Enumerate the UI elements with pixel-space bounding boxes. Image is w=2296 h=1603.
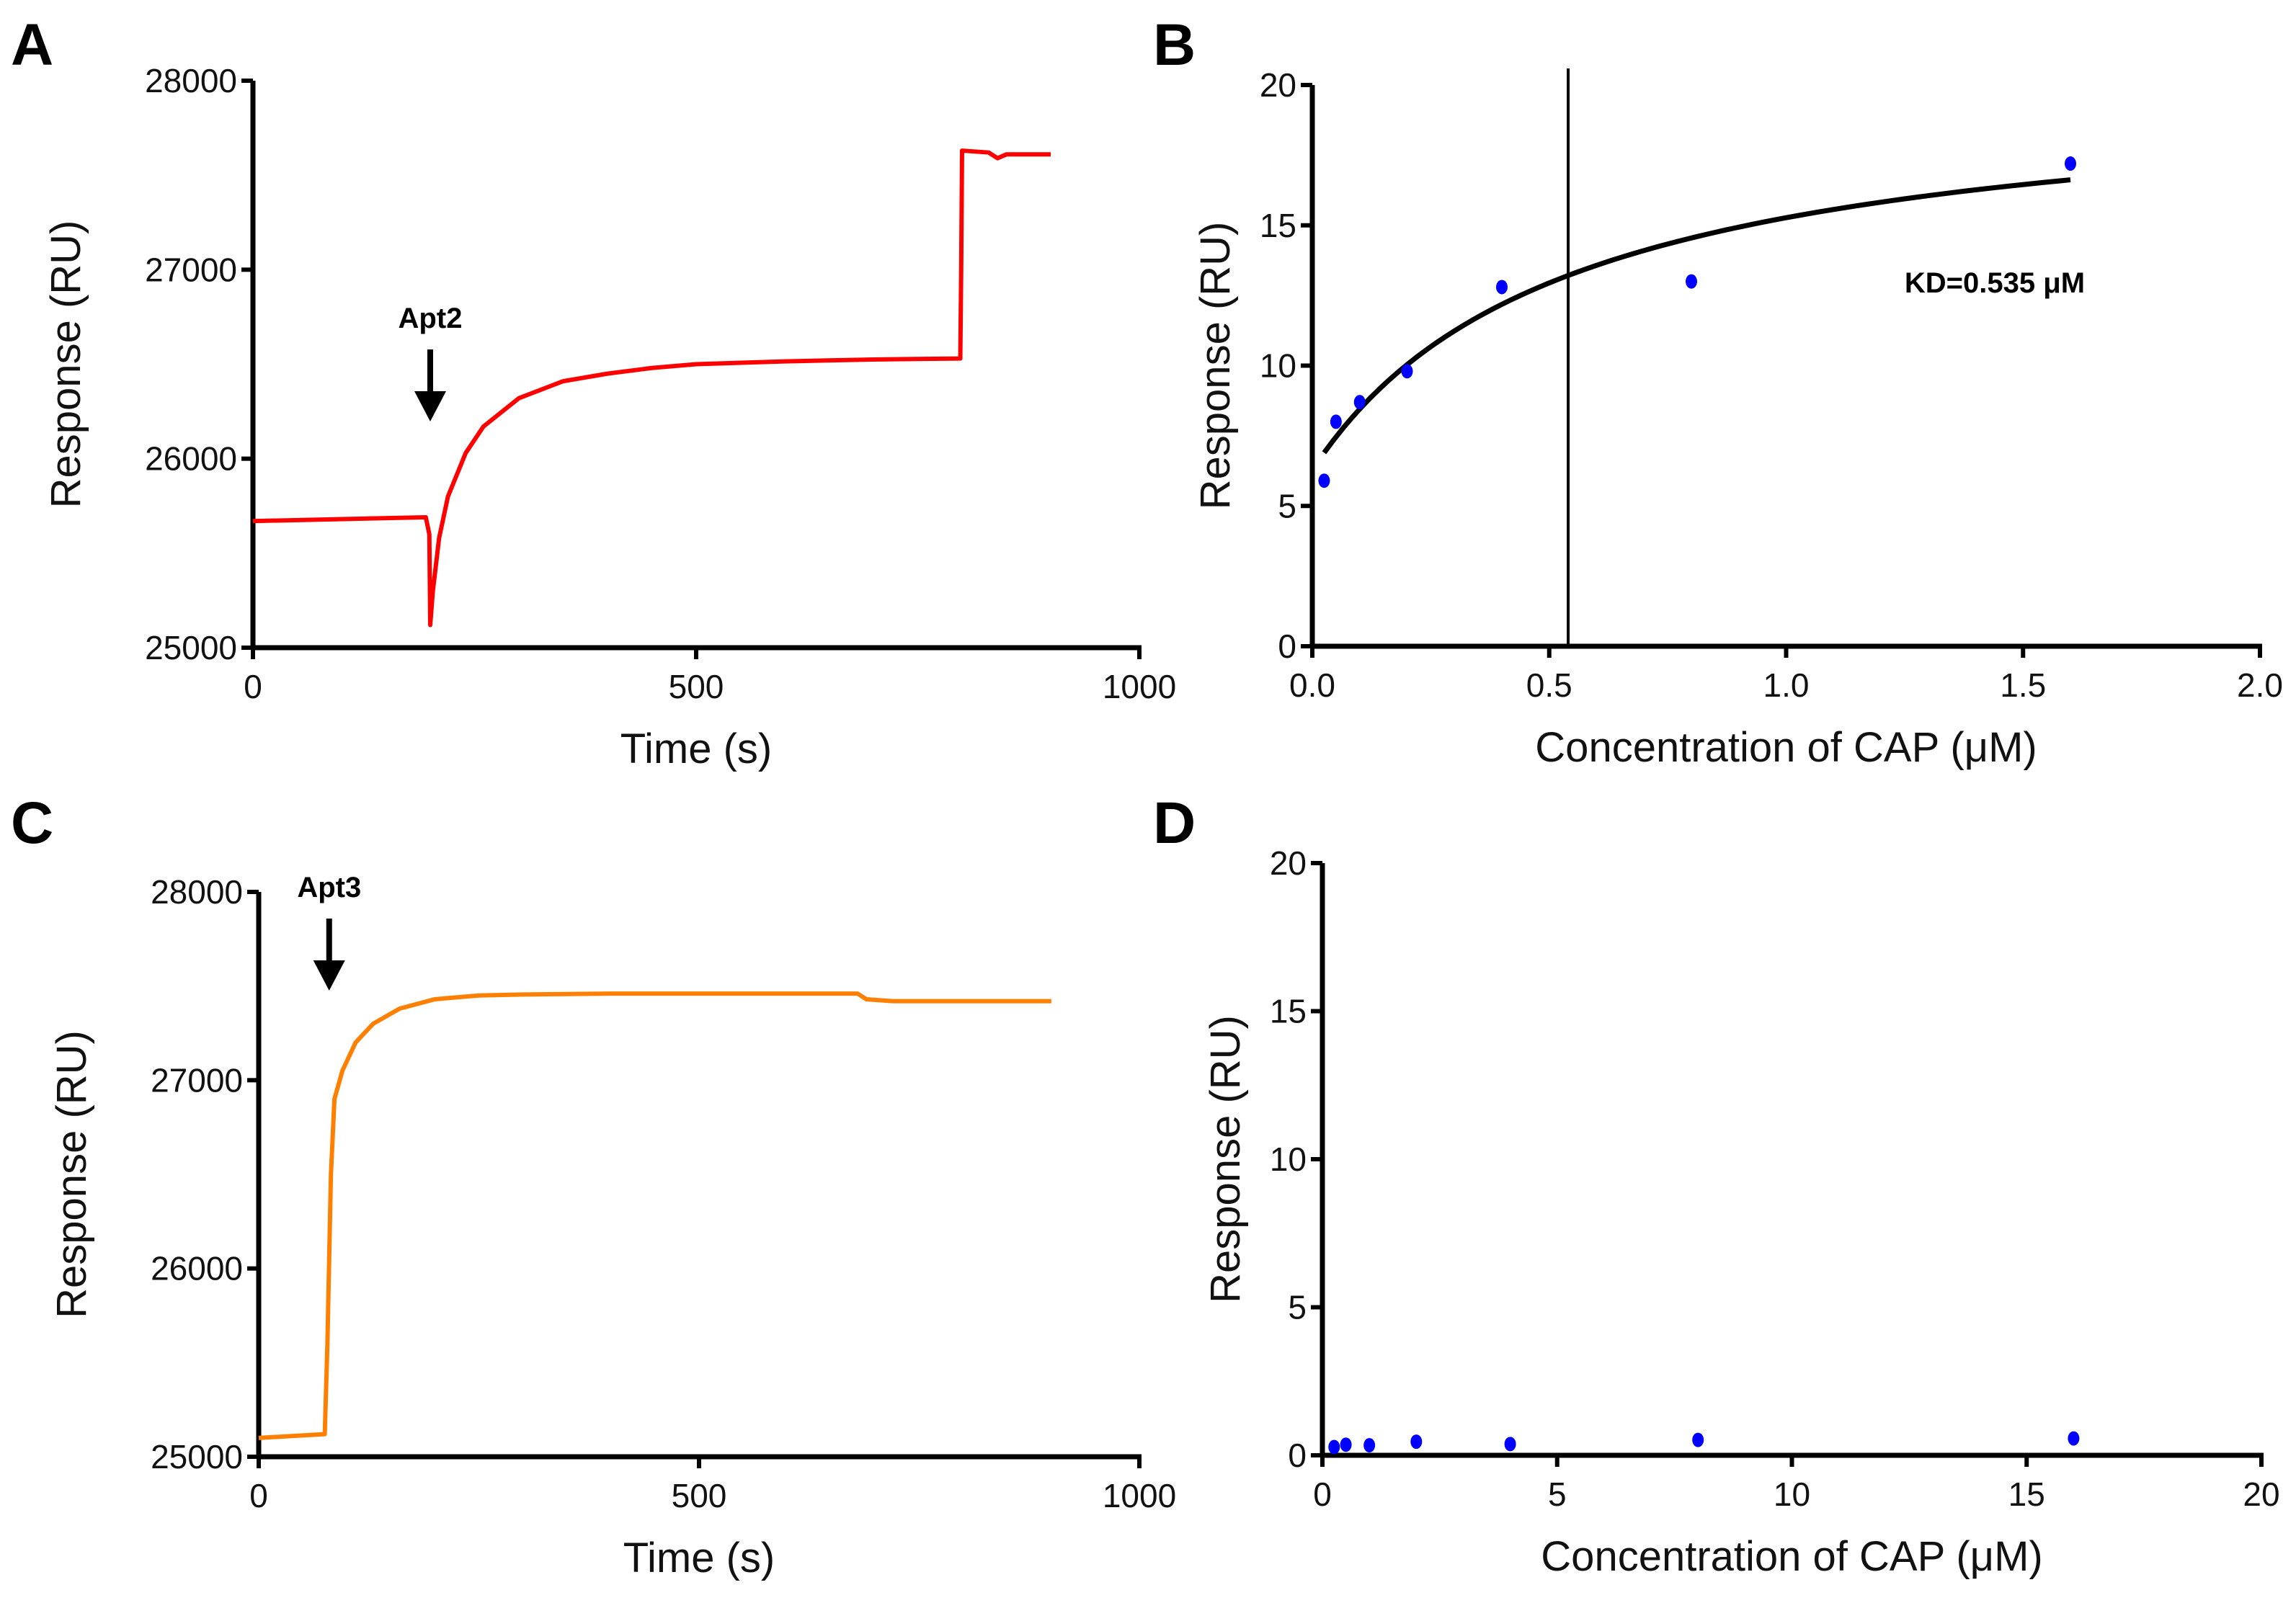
panel-b: B 0.0 0.5 1.0 1.5 2.0 0 5 10 15 20 Concentration of… bbox=[1153, 12, 2283, 771]
y-tick-label: 10 bbox=[1260, 347, 1296, 385]
fit-curve bbox=[1322, 177, 2071, 455]
y-tick-label: 25000 bbox=[145, 629, 237, 666]
data-point bbox=[1330, 414, 1342, 429]
x-tick-label: 1000 bbox=[1103, 668, 1176, 705]
x-tick-label: 10 bbox=[1774, 1475, 1810, 1513]
data-point bbox=[1686, 274, 1697, 289]
x-tick-label: 0 bbox=[1313, 1475, 1332, 1513]
y-tick-label: 0 bbox=[1288, 1437, 1307, 1474]
x-axis-title: Time (s) bbox=[623, 1535, 775, 1581]
x-tick-label: 15 bbox=[2008, 1475, 2045, 1513]
y-tick-label: 20 bbox=[1270, 844, 1307, 882]
panel-a: A 0 500 1000 25000 26000 27000 28000 Time (s) Res… bbox=[11, 12, 1176, 772]
y-axis-title: Response (RU) bbox=[1202, 1015, 1249, 1303]
y-axis-title: Response (RU) bbox=[43, 220, 89, 509]
x-tick-label: 0 bbox=[244, 668, 262, 705]
x-tick-label: 0.5 bbox=[1526, 666, 1572, 704]
y-tick-label: 28000 bbox=[145, 62, 237, 99]
y-axis-title: Response (RU) bbox=[48, 1030, 95, 1318]
y-tick-label: 25000 bbox=[151, 1438, 243, 1475]
y-tick-label: 15 bbox=[1270, 993, 1307, 1030]
panel-label: C bbox=[11, 790, 53, 856]
panel-c: C 0 500 1000 25000 26000 27000 28000 Time (s) Res… bbox=[11, 790, 1176, 1581]
y-tick-label: 5 bbox=[1278, 487, 1296, 524]
y-tick-label: 26000 bbox=[151, 1250, 243, 1287]
data-point bbox=[1328, 1439, 1340, 1455]
y-tick-label: 27000 bbox=[151, 1061, 243, 1099]
data-point bbox=[2065, 156, 2076, 171]
y-tick-label: 27000 bbox=[145, 251, 237, 288]
x-tick-label: 1.0 bbox=[1763, 666, 1810, 704]
x-axis-title: Concentration of CAP (μM) bbox=[1541, 1533, 2042, 1580]
y-tick-label: 15 bbox=[1260, 207, 1296, 244]
x-tick-label: 2.0 bbox=[2237, 666, 2283, 704]
x-axis-title: Time (s) bbox=[620, 725, 772, 772]
y-tick-label: 26000 bbox=[145, 440, 237, 478]
arrow-head-icon bbox=[313, 960, 345, 991]
data-point bbox=[1401, 364, 1413, 379]
x-tick-label: 1000 bbox=[1103, 1477, 1176, 1514]
panel-d: D 0 5 10 15 20 0 5 10 15 20 Concentration of CAP (μ… bbox=[1153, 790, 2280, 1580]
arrow-head-icon bbox=[414, 391, 446, 421]
series-line bbox=[252, 148, 1051, 628]
y-tick-label: 20 bbox=[1260, 66, 1296, 104]
data-point bbox=[1340, 1437, 1352, 1452]
y-tick-label: 0 bbox=[1278, 628, 1296, 665]
y-tick-label: 5 bbox=[1288, 1289, 1307, 1326]
y-axis-title: Response (RU) bbox=[1192, 222, 1239, 510]
data-point bbox=[1318, 473, 1330, 488]
panel-label: B bbox=[1153, 12, 1196, 78]
data-point bbox=[1353, 395, 1366, 410]
data-point bbox=[1692, 1432, 1704, 1447]
y-tick-label: 10 bbox=[1270, 1140, 1307, 1178]
data-point bbox=[1410, 1434, 1423, 1450]
data-point bbox=[2068, 1431, 2080, 1446]
panel-label: D bbox=[1153, 790, 1196, 856]
x-tick-label: 500 bbox=[669, 668, 724, 705]
arrow-annotation-label: Apt2 bbox=[399, 303, 463, 334]
x-tick-label: 1.5 bbox=[2000, 666, 2046, 704]
data-point bbox=[1496, 280, 1508, 295]
series-line bbox=[258, 991, 1051, 1440]
data-point bbox=[1363, 1438, 1376, 1453]
kd-annotation: KD=0.535 μM bbox=[1905, 267, 2085, 299]
y-tick-label: 28000 bbox=[151, 873, 243, 911]
x-tick-label: 20 bbox=[2243, 1475, 2279, 1513]
panel-label: A bbox=[11, 12, 53, 78]
x-axis-title: Concentration of CAP (μM) bbox=[1535, 724, 2037, 771]
x-tick-label: 0 bbox=[249, 1477, 268, 1514]
x-tick-label: 5 bbox=[1548, 1475, 1567, 1513]
data-point bbox=[1504, 1437, 1516, 1452]
arrow-annotation-label: Apt3 bbox=[297, 872, 361, 903]
x-tick-label: 500 bbox=[672, 1477, 727, 1514]
x-tick-label: 0.0 bbox=[1289, 666, 1335, 704]
